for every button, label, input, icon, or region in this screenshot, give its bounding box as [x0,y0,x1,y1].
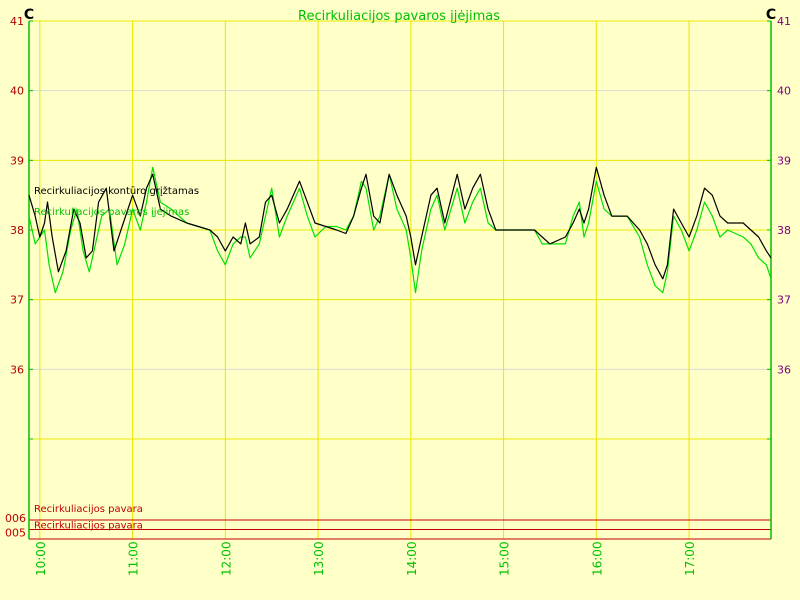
digital-channel-name: Recirkuliacijos pavara [34,521,143,532]
chart-title: Recirkuliacijos pavaros įjėjimas [298,9,500,24]
tick-label-left: 39 [10,154,24,167]
digital-channel-id: 006 [5,512,26,525]
tick-label-right: 36 [777,363,791,376]
series-line-2 [28,166,772,294]
x-tick-label: 17:00 [683,541,697,576]
x-tick-label: 16:00 [590,541,604,576]
grid [29,20,771,539]
tick-label-left: 40 [10,85,24,98]
digital-channels: Recirkuliacijos pavara 006 Recirkuliacijos… [5,504,771,540]
left-axis-unit: C [24,7,34,23]
tick-label-right: 37 [777,294,791,307]
axes: 36 36 37 37 38 38 39 39 40 40 41 41 10:00 11:00 12:00 1… [10,15,791,576]
x-tick-label: 13:00 [312,541,326,576]
series-label-1: Recirkuliacijos kontūro grįžtamas [34,185,199,197]
tick-label-left: 36 [10,363,24,376]
tick-label-left: 41 [10,15,24,28]
x-tick-label: 14:00 [405,541,419,576]
digital-channel-name: Recirkuliacijos pavara [34,504,143,515]
x-tick-label: 15:00 [498,541,512,576]
tick-label-left: 38 [10,224,24,237]
tick-label-right: 41 [777,15,791,28]
right-axis-unit: C [766,7,776,23]
tick-label-right: 39 [777,154,791,167]
x-tick-label: 12:00 [219,541,233,576]
x-tick-label: 10:00 [34,541,48,576]
tick-label-right: 40 [777,85,791,98]
tick-label-left: 37 [10,294,24,307]
series-lines [28,166,772,294]
series-line-1 [28,166,772,280]
tick-label-right: 38 [777,224,791,237]
series-label-2: Recirkuliacijos pavaros įjėjimas [34,207,189,218]
digital-channel-id: 005 [5,527,26,540]
labels: Recirkuliacijos pavaros įjėjimas C C Rec… [24,7,776,218]
x-tick-label: 11:00 [127,541,141,576]
